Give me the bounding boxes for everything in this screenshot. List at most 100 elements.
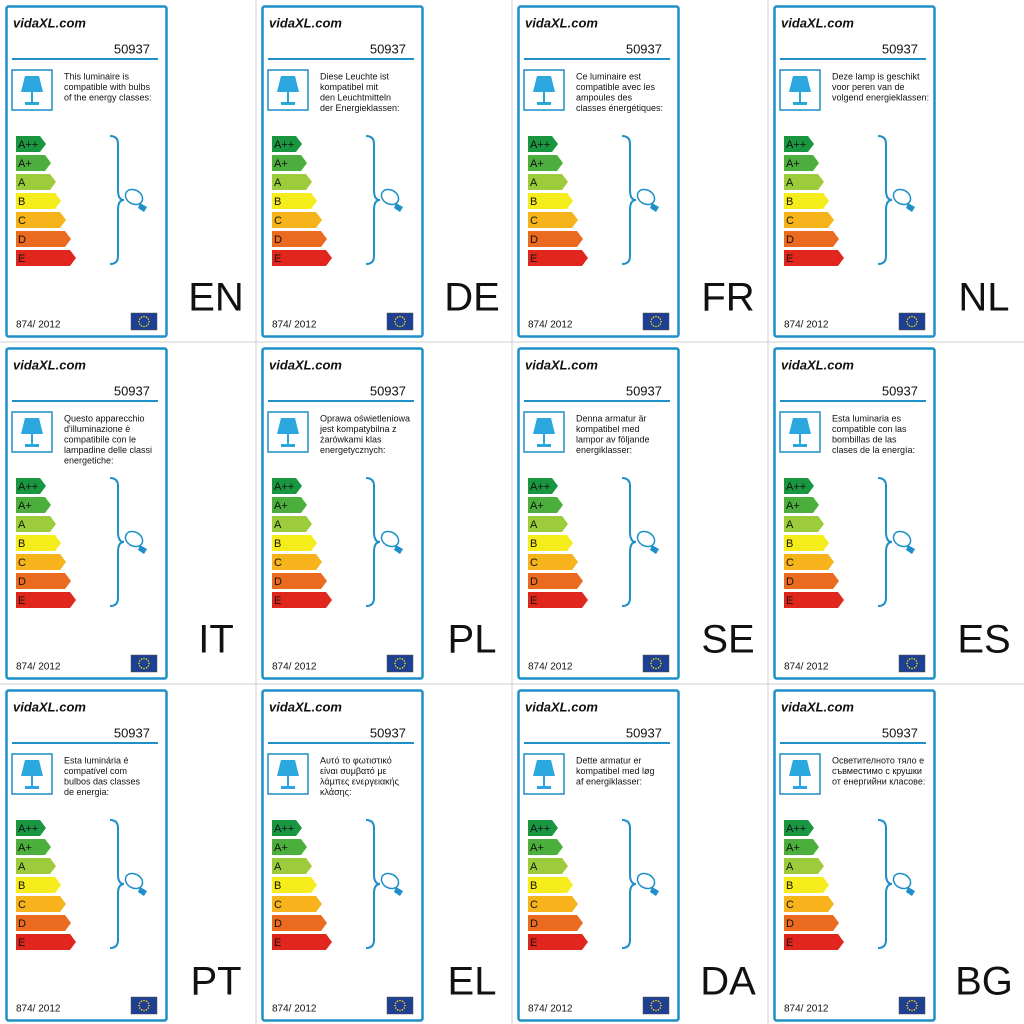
eu-star [650,660,653,662]
class-label: B [274,538,281,550]
eu-star [401,316,404,318]
language-code: PL [448,618,497,662]
eu-flag [130,996,158,1015]
eu-star [650,323,653,325]
class-label: A [786,861,794,873]
compatibility-text: Осветителното тяло е [832,755,924,765]
compatibility-text: είναι συμβατό με [320,766,387,776]
class-label: C [786,899,794,911]
eu-star [915,1007,918,1009]
eu-star [401,658,404,660]
class-label: C [786,557,794,569]
class-arrow [16,478,46,494]
class-label: A+ [786,500,800,512]
brand: vidaXL.com [13,15,86,30]
eu-star [916,662,918,665]
class-arrow [272,155,307,171]
eu-star [913,316,916,318]
compatibility-text: lampor av följande [576,434,650,444]
eu-flag [642,654,670,673]
class-arrow [16,877,61,893]
eu-star [145,658,148,660]
brand: vidaXL.com [13,357,86,372]
eu-star [652,658,655,660]
lamp-icon [21,760,43,789]
class-arrow [784,155,819,171]
class-arrow [272,212,322,228]
class-arrow [528,174,568,190]
class-label: A [786,177,794,189]
eu-star [404,662,406,665]
compatibility-text: kompatibel med løg [576,766,655,776]
eu-star [906,662,908,665]
class-arrow [528,155,563,171]
eu-star [911,999,913,1002]
model-number: 50937 [882,725,918,740]
class-arrow [784,478,814,494]
compatibility-text: energetiche: [64,455,114,465]
brand: vidaXL.com [525,699,598,714]
class-label: D [274,918,282,930]
energy-label: vidaXL.com 50937 Denna armatur ärkompatibe… [517,347,755,680]
class-arrow [528,858,568,874]
class-arrow [784,497,819,513]
eu-star [655,1009,657,1012]
bracket [365,477,381,607]
class-arrow [16,839,51,855]
class-label: A+ [18,500,32,512]
model-number: 50937 [114,725,150,740]
eu-star [143,667,145,670]
class-arrow [272,497,307,513]
eu-star [394,665,397,667]
energy-label: vidaXL.com 50937 Esta luminária écompatíve… [5,689,242,1022]
class-arrow [784,516,824,532]
class-label: D [18,918,26,930]
class-arrow [272,592,332,608]
class-arrow [16,174,56,190]
language-code: EN [188,276,244,320]
eu-star [394,1002,397,1004]
lamp-icon [789,418,811,447]
model-number: 50937 [114,383,150,398]
class-arrow [784,573,839,589]
class-label: B [530,538,537,550]
class-arrow [528,592,588,608]
eu-star [915,665,918,667]
eu-star [143,325,145,328]
compatibility-text: Diese Leuchte ist [320,71,390,81]
eu-star [399,315,401,318]
bracket [621,477,637,607]
eu-star [652,1009,655,1011]
eu-star [659,1007,662,1009]
class-label: A++ [18,481,38,493]
class-label: C [274,557,282,569]
language-code: DA [700,960,756,1004]
bulb-base [138,887,147,896]
class-label: E [786,937,793,949]
eu-star [659,323,662,325]
eu-star [143,1009,145,1012]
eu-flag [898,312,926,331]
model-number: 50937 [370,41,406,56]
eu-star [148,1004,150,1007]
eu-star [908,658,911,660]
eu-star [908,325,911,327]
eu-star [650,665,653,667]
energy-label: vidaXL.com 50937 Questo apparecchiod'illum… [5,347,234,680]
eu-star [652,325,655,327]
eu-star [399,325,401,328]
compatibility-text: съвместимо с крушки [832,766,922,776]
class-label: C [530,215,538,227]
compatibility-text: compatible with bulbs [64,82,151,92]
class-arrow [784,250,844,266]
class-arrow [272,174,312,190]
eu-star [659,1002,662,1004]
class-label: A+ [274,500,288,512]
class-label: B [530,196,537,208]
class-arrow [528,820,558,836]
eu-star [906,660,909,662]
class-arrow [272,839,307,855]
class-label: A+ [274,842,288,854]
class-label: C [274,215,282,227]
